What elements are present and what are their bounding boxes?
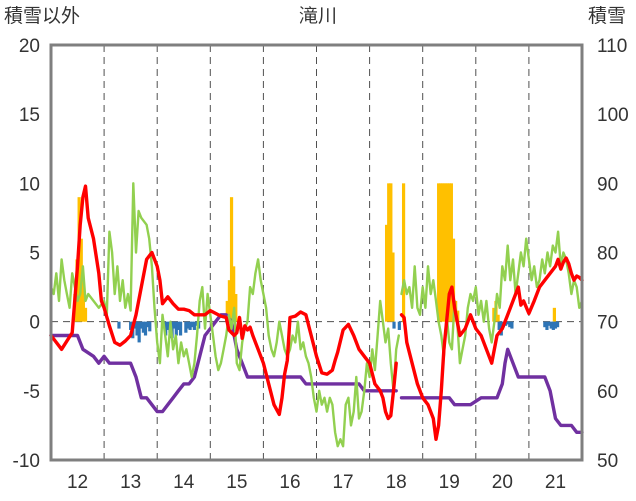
blue-bar bbox=[510, 321, 514, 329]
right-axis-label: 積雪 bbox=[588, 5, 626, 27]
blue-bar bbox=[543, 321, 547, 328]
right-tick-label: 80 bbox=[597, 244, 618, 265]
x-tick-label: 20 bbox=[492, 472, 513, 493]
orange-bar bbox=[447, 183, 451, 322]
left-tick-label: -5 bbox=[23, 382, 40, 403]
blue-bar bbox=[497, 321, 501, 330]
blue-bar bbox=[551, 321, 555, 330]
orange-bar bbox=[387, 183, 391, 322]
orange-bar bbox=[439, 183, 443, 322]
x-tick-label: 17 bbox=[332, 472, 353, 493]
orange-bar bbox=[441, 183, 445, 322]
blue-bar bbox=[192, 321, 196, 330]
right-tick-label: 50 bbox=[597, 451, 618, 472]
blue-bar bbox=[392, 321, 396, 329]
right-tick-label: 60 bbox=[597, 382, 618, 403]
orange-bar bbox=[83, 307, 88, 322]
blue-bar bbox=[164, 321, 168, 336]
right-tick-label: 70 bbox=[597, 313, 618, 334]
blue-bar bbox=[508, 321, 512, 328]
left-tick-label: 15 bbox=[19, 105, 40, 126]
blue-bar bbox=[166, 321, 170, 330]
x-tick-label: 18 bbox=[386, 472, 407, 493]
purple-series-line bbox=[49, 313, 584, 434]
blue-bar bbox=[190, 321, 194, 328]
orange-bar bbox=[552, 307, 556, 322]
left-tick-label: 0 bbox=[29, 313, 40, 334]
blue-bar bbox=[188, 321, 192, 330]
x-tick-label: 14 bbox=[173, 472, 195, 493]
blue-bar bbox=[139, 321, 143, 329]
blue-bar bbox=[129, 321, 133, 330]
plot-border bbox=[49, 43, 584, 462]
blue-bar bbox=[186, 321, 190, 329]
blue-bar bbox=[146, 321, 150, 328]
orange-bar bbox=[496, 314, 500, 322]
orange-bar bbox=[232, 266, 236, 322]
x-tick-label: 19 bbox=[439, 472, 460, 493]
blue-bar bbox=[141, 321, 145, 333]
blue-bar bbox=[117, 321, 121, 329]
left-tick-label: -10 bbox=[13, 451, 40, 472]
orange-bar bbox=[81, 280, 85, 322]
right-tick-label: 110 bbox=[597, 36, 627, 57]
blue-bar bbox=[137, 321, 141, 343]
orange-bar bbox=[391, 252, 395, 322]
blue-bar bbox=[143, 321, 148, 336]
right-tick-label: 90 bbox=[597, 174, 618, 195]
left-tick-label: 10 bbox=[19, 174, 40, 195]
orange-bar bbox=[384, 224, 389, 322]
orange-bar bbox=[401, 183, 406, 322]
orange-bar bbox=[389, 183, 393, 322]
x-tick-label: 16 bbox=[279, 472, 300, 493]
blue-bar bbox=[174, 321, 178, 336]
blue-bar bbox=[194, 321, 199, 326]
orange-bar bbox=[229, 197, 234, 322]
orange-bar bbox=[234, 294, 238, 322]
orange-bar bbox=[437, 183, 441, 322]
x-tick-label: 21 bbox=[545, 472, 566, 493]
left-tick-label: 5 bbox=[29, 244, 40, 265]
x-tick-label: 13 bbox=[120, 472, 141, 493]
x-tick-label: 15 bbox=[226, 472, 247, 493]
blue-bar bbox=[555, 321, 560, 328]
blue-bar bbox=[176, 321, 181, 330]
blue-bar bbox=[135, 321, 139, 336]
right-tick-label: 100 bbox=[597, 105, 629, 126]
orange-bar bbox=[451, 238, 456, 322]
blue-bar bbox=[172, 321, 176, 329]
red-series-line bbox=[49, 184, 584, 441]
blue-bar bbox=[184, 321, 188, 333]
orange-bar bbox=[449, 183, 453, 322]
blue-bar bbox=[545, 321, 549, 330]
blue-bar bbox=[148, 321, 152, 332]
orange-bar bbox=[225, 300, 229, 322]
green-series-line bbox=[49, 182, 584, 448]
orange-bar bbox=[445, 183, 449, 322]
blue-bar bbox=[506, 321, 510, 325]
left-axis-label: 積雪以外 bbox=[4, 5, 80, 27]
blue-bar bbox=[547, 321, 551, 326]
orange-bar bbox=[227, 280, 232, 322]
orange-bar bbox=[443, 183, 447, 322]
blue-bar bbox=[397, 321, 401, 330]
blue-bar bbox=[549, 321, 553, 329]
blue-bar bbox=[553, 321, 558, 329]
blue-bar bbox=[178, 321, 183, 336]
left-tick-label: 20 bbox=[19, 36, 40, 57]
x-tick-label: 12 bbox=[67, 472, 88, 493]
chart-title: 滝川 bbox=[299, 5, 337, 27]
